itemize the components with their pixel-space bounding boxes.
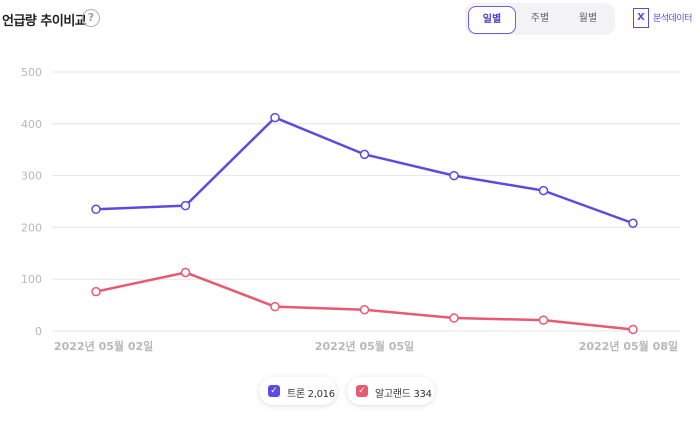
legend-item-series-1[interactable]: ✓ 트론 2,016 bbox=[259, 377, 337, 405]
data-point bbox=[359, 305, 370, 315]
data-point bbox=[449, 170, 459, 181]
data-point bbox=[180, 200, 191, 211]
data-point bbox=[91, 204, 101, 215]
data-point bbox=[449, 313, 459, 323]
tab-monthly[interactable]: 월별 bbox=[578, 13, 598, 24]
export-label: 분석데이터 bbox=[653, 14, 692, 24]
x-tick-label: 2022년 05월 05일 bbox=[315, 339, 414, 353]
tab-daily[interactable]: 일별 bbox=[468, 6, 516, 34]
y-tick-label: 100 bbox=[21, 273, 42, 286]
data-point bbox=[180, 267, 191, 278]
excel-icon: X bbox=[633, 8, 649, 28]
data-point bbox=[628, 218, 638, 229]
y-tick-label: 500 bbox=[21, 66, 42, 79]
data-point bbox=[538, 185, 549, 196]
chart-title: 언급량 추이비교 bbox=[2, 14, 87, 29]
data-point bbox=[91, 286, 101, 297]
data-point bbox=[538, 315, 549, 325]
y-tick-label: 200 bbox=[21, 221, 42, 234]
data-point bbox=[628, 324, 638, 335]
legend-label: 트론 2,016 bbox=[287, 389, 335, 400]
period-toggle: 일별 주별 월별 bbox=[465, 3, 615, 35]
x-tick-label: 2022년 05월 02일 bbox=[54, 339, 153, 353]
data-point bbox=[359, 149, 370, 160]
y-tick-label: 400 bbox=[21, 118, 42, 131]
legend-item-series-2[interactable]: ✓ 알고랜드 334 bbox=[347, 377, 435, 405]
series-line bbox=[95, 271, 634, 331]
checkbox-icon: ✓ bbox=[356, 385, 368, 397]
data-point bbox=[270, 301, 280, 312]
chart-header: 언급량 추이비교 ? 일별 주별 월별 X 분석데이터 bbox=[0, 0, 700, 40]
legend-label: 알고랜드 334 bbox=[375, 389, 432, 400]
y-tick-label: 300 bbox=[21, 170, 42, 183]
tab-weekly[interactable]: 주별 bbox=[530, 13, 550, 24]
export-data-button[interactable]: X 분석데이터 bbox=[633, 8, 699, 30]
data-point bbox=[270, 112, 280, 123]
series-line bbox=[95, 116, 634, 225]
checkbox-icon: ✓ bbox=[268, 385, 280, 397]
y-tick-label: 0 bbox=[35, 325, 42, 338]
help-icon[interactable]: ? bbox=[82, 9, 100, 27]
x-tick-label: 2022년 05월 08일 bbox=[579, 339, 678, 353]
